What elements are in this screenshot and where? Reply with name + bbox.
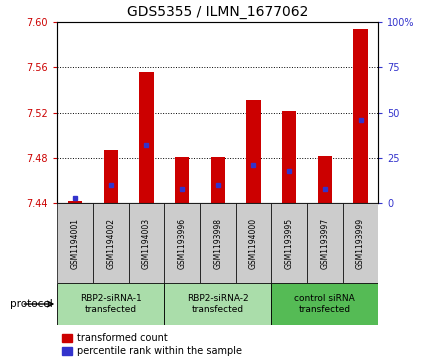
Text: GSM1194000: GSM1194000	[249, 218, 258, 269]
Bar	[200, 203, 236, 283]
Bar	[318, 156, 332, 203]
Text: GSM1193995: GSM1193995	[285, 218, 293, 269]
Bar	[282, 111, 296, 203]
Bar	[68, 201, 82, 203]
Bar	[57, 203, 93, 283]
Text: GSM1193996: GSM1193996	[178, 218, 187, 269]
Title: GDS5355 / ILMN_1677062: GDS5355 / ILMN_1677062	[127, 5, 308, 19]
Text: GSM1194002: GSM1194002	[106, 218, 115, 269]
Bar	[246, 100, 260, 203]
Legend: transformed count, percentile rank within the sample: transformed count, percentile rank withi…	[62, 333, 242, 356]
Bar	[353, 29, 368, 203]
Bar	[139, 72, 154, 203]
Text: control siRNA
transfected: control siRNA transfected	[294, 294, 355, 314]
Text: GSM1193998: GSM1193998	[213, 218, 222, 269]
Bar	[343, 203, 378, 283]
Bar	[103, 150, 118, 203]
Bar	[307, 203, 343, 283]
Text: GSM1193999: GSM1193999	[356, 218, 365, 269]
Bar	[236, 203, 271, 283]
Text: GSM1193997: GSM1193997	[320, 218, 330, 269]
Bar	[57, 283, 164, 325]
Bar	[128, 203, 164, 283]
Text: GSM1194001: GSM1194001	[70, 218, 80, 269]
Bar	[211, 157, 225, 203]
Bar	[271, 283, 378, 325]
Text: protocol: protocol	[10, 299, 53, 309]
Bar	[93, 203, 128, 283]
Text: RBP2-siRNA-2
transfected: RBP2-siRNA-2 transfected	[187, 294, 249, 314]
Bar	[164, 283, 271, 325]
Text: GSM1194003: GSM1194003	[142, 218, 151, 269]
Text: RBP2-siRNA-1
transfected: RBP2-siRNA-1 transfected	[80, 294, 142, 314]
Bar	[175, 157, 189, 203]
Bar	[164, 203, 200, 283]
Bar	[271, 203, 307, 283]
